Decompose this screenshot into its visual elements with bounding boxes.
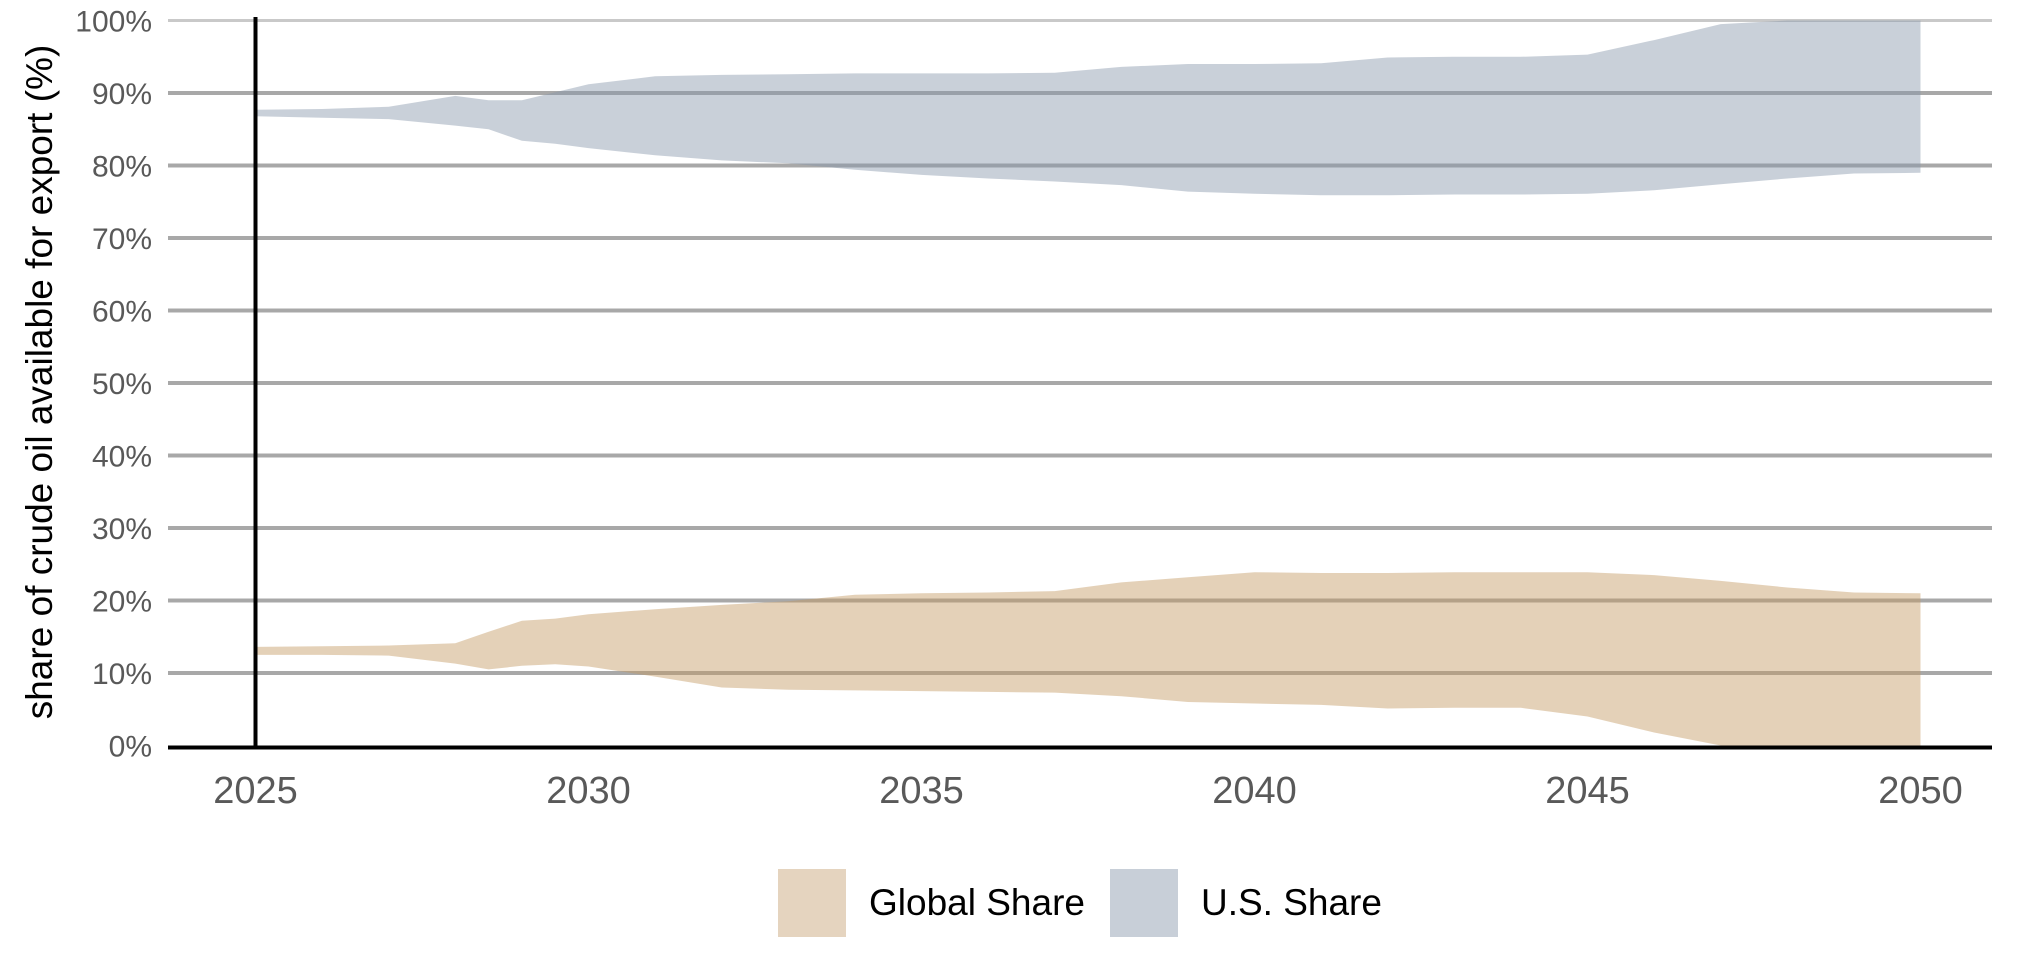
y-tick-label-100: 100%	[75, 6, 152, 39]
y-tick-label-90: 90%	[92, 78, 152, 111]
y-tick-labels: 0% 10% 20% 30% 40% 50% 60% 70% 80% 90% 100%	[75, 6, 152, 764]
y-tick-label-60: 60%	[92, 296, 152, 329]
y-tick-label-50: 50%	[92, 368, 152, 401]
x-tick-label-2030: 2030	[546, 770, 631, 812]
y-tick-label-80: 80%	[92, 151, 152, 184]
x-tick-label-2045: 2045	[1545, 770, 1630, 812]
legend-swatch	[1109, 869, 1178, 937]
x-tick-label-2025: 2025	[213, 770, 298, 812]
x-tick-label-2040: 2040	[1212, 770, 1297, 812]
y-tick-label-20: 20%	[92, 586, 152, 619]
legend-item-u-s-share: U.S. Share	[1109, 869, 1382, 937]
legend-item-global-share: Global Share	[778, 869, 1085, 937]
bands	[255, 20, 1921, 746]
y-tick-label-30: 30%	[92, 513, 152, 546]
gridlines	[168, 19, 1992, 675]
legend-swatch	[778, 869, 847, 937]
y-tick-label-70: 70%	[92, 223, 152, 256]
y-tick-label-0: 0%	[109, 731, 152, 764]
x-tick-label-2035: 2035	[879, 770, 964, 812]
y-tick-label-10: 10%	[92, 658, 152, 691]
band-global-share	[255, 572, 1921, 746]
legend-label: U.S. Share	[1200, 882, 1382, 923]
band-u-s-share	[255, 20, 1921, 196]
legend-label: Global Share	[869, 882, 1085, 923]
x-tick-label-2050: 2050	[1878, 770, 1963, 812]
y-axis-title: share of crude oil available for export …	[19, 45, 60, 720]
legend: Global Share U.S. Share	[168, 869, 1992, 937]
x-tick-labels: 2025 2030 2035 2040 2045 2050	[213, 770, 1963, 812]
y-tick-label-40: 40%	[92, 441, 152, 474]
chart: 0%10%20%30%40%50%60%70%80%90%100% 2025 20…	[19, 6, 1992, 812]
